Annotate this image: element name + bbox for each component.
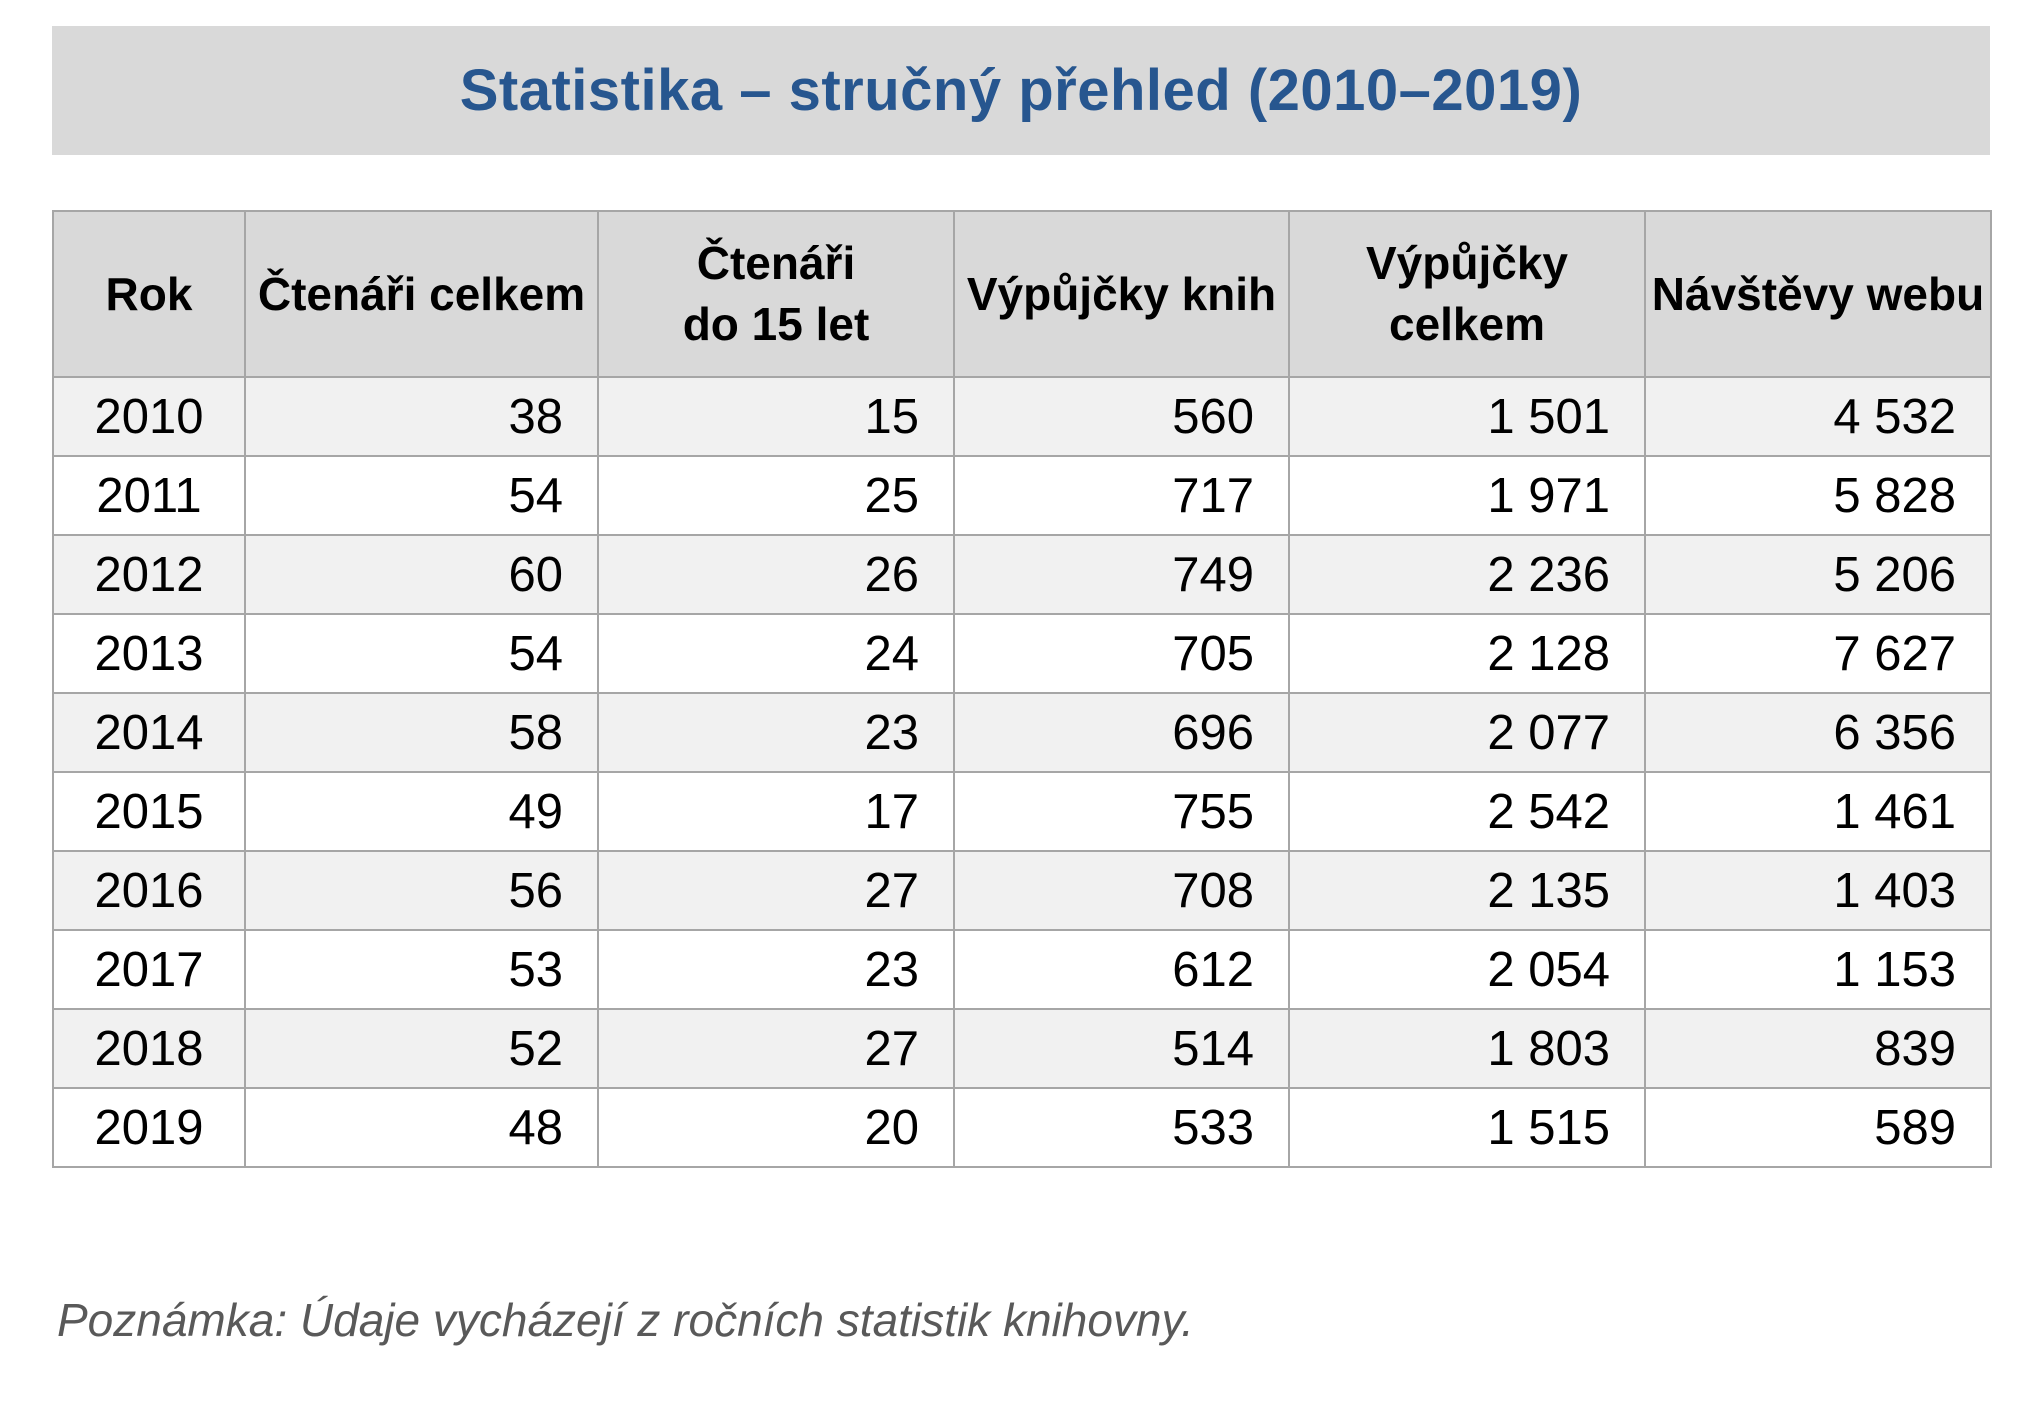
value-cell: 26 [597,534,955,615]
table-header-row: Rok Čtenáři celkem Čtenáři do 15 let Výpůjč… [52,210,1992,378]
value-cell: 27 [597,850,955,931]
value-cell: 1 403 [1644,850,1992,931]
value-cell: 17 [597,771,955,852]
value-cell: 696 [953,692,1290,773]
value-cell: 755 [953,771,1290,852]
table-row: 2011 54 25 717 1 971 5 828 [52,455,1992,536]
table-row: 2012 60 26 749 2 236 5 206 [52,534,1992,615]
year-cell: 2010 [52,376,246,457]
value-cell: 708 [953,850,1290,931]
table-row: 2017 53 23 612 2 054 1 153 [52,929,1992,1010]
value-cell: 5 828 [1644,455,1992,536]
year-cell: 2014 [52,692,246,773]
value-cell: 49 [244,771,599,852]
table-row: 2015 49 17 755 2 542 1 461 [52,771,1992,852]
page-title: Statistika – stručný přehled (2010–2019) [459,58,1583,123]
value-cell: 2 542 [1288,771,1646,852]
statistics-table: Rok Čtenáři celkem Čtenáři do 15 let Výpůjč… [52,210,1992,1168]
value-cell: 24 [597,613,955,694]
year-cell: 2015 [52,771,246,852]
value-cell: 56 [244,850,599,931]
value-cell: 52 [244,1008,599,1089]
value-cell: 2 128 [1288,613,1646,694]
value-cell: 23 [597,929,955,1010]
column-header-vypujcky-knih: Výpůjčky knih [953,210,1290,378]
table-row: 2016 56 27 708 2 135 1 403 [52,850,1992,931]
value-cell: 612 [953,929,1290,1010]
column-header-ctenari-do-15: Čtenáři do 15 let [597,210,955,378]
column-header-vypujcky-celkem: Výpůjčky celkem [1288,210,1646,378]
year-cell: 2011 [52,455,246,536]
value-cell: 20 [597,1087,955,1168]
value-cell: 705 [953,613,1290,694]
value-cell: 1 461 [1644,771,1992,852]
table-row: 2019 48 20 533 1 515 589 [52,1087,1992,1168]
value-cell: 560 [953,376,1290,457]
value-cell: 717 [953,455,1290,536]
value-cell: 48 [244,1087,599,1168]
value-cell: 2 054 [1288,929,1646,1010]
value-cell: 2 135 [1288,850,1646,931]
year-cell: 2016 [52,850,246,931]
column-header-rok: Rok [52,210,246,378]
year-cell: 2018 [52,1008,246,1089]
value-cell: 5 206 [1644,534,1992,615]
table-row: 2013 54 24 705 2 128 7 627 [52,613,1992,694]
year-cell: 2012 [52,534,246,615]
footnote: Poznámka: Údaje vycházejí z ročních stat… [57,1294,1194,1346]
value-cell: 23 [597,692,955,773]
value-cell: 27 [597,1008,955,1089]
table-row: 2010 38 15 560 1 501 4 532 [52,376,1992,457]
value-cell: 2 077 [1288,692,1646,773]
value-cell: 60 [244,534,599,615]
value-cell: 1 971 [1288,455,1646,536]
value-cell: 4 532 [1644,376,1992,457]
title-bar: Statistika – stručný přehled (2010–2019) [52,26,1990,155]
value-cell: 1 515 [1288,1087,1646,1168]
value-cell: 839 [1644,1008,1992,1089]
table-header: Rok Čtenáři celkem Čtenáři do 15 let Výpůjč… [52,210,1992,378]
value-cell: 38 [244,376,599,457]
value-cell: 2 236 [1288,534,1646,615]
table-row: 2014 58 23 696 2 077 6 356 [52,692,1992,773]
year-cell: 2013 [52,613,246,694]
year-cell: 2017 [52,929,246,1010]
value-cell: 25 [597,455,955,536]
value-cell: 15 [597,376,955,457]
value-cell: 54 [244,455,599,536]
value-cell: 53 [244,929,599,1010]
value-cell: 1 501 [1288,376,1646,457]
value-cell: 6 356 [1644,692,1992,773]
value-cell: 589 [1644,1087,1992,1168]
value-cell: 749 [953,534,1290,615]
value-cell: 58 [244,692,599,773]
table-row: 2018 52 27 514 1 803 839 [52,1008,1992,1089]
column-header-navstevy-webu: Návštěvy webu [1644,210,1992,378]
column-header-ctenari-celkem: Čtenáři celkem [244,210,599,378]
value-cell: 514 [953,1008,1290,1089]
value-cell: 54 [244,613,599,694]
value-cell: 533 [953,1087,1290,1168]
value-cell: 1 803 [1288,1008,1646,1089]
table-body: 2010 38 15 560 1 501 4 532 2011 54 25 717 1 971 5 8… [52,376,1992,1168]
value-cell: 7 627 [1644,613,1992,694]
year-cell: 2019 [52,1087,246,1168]
value-cell: 1 153 [1644,929,1992,1010]
